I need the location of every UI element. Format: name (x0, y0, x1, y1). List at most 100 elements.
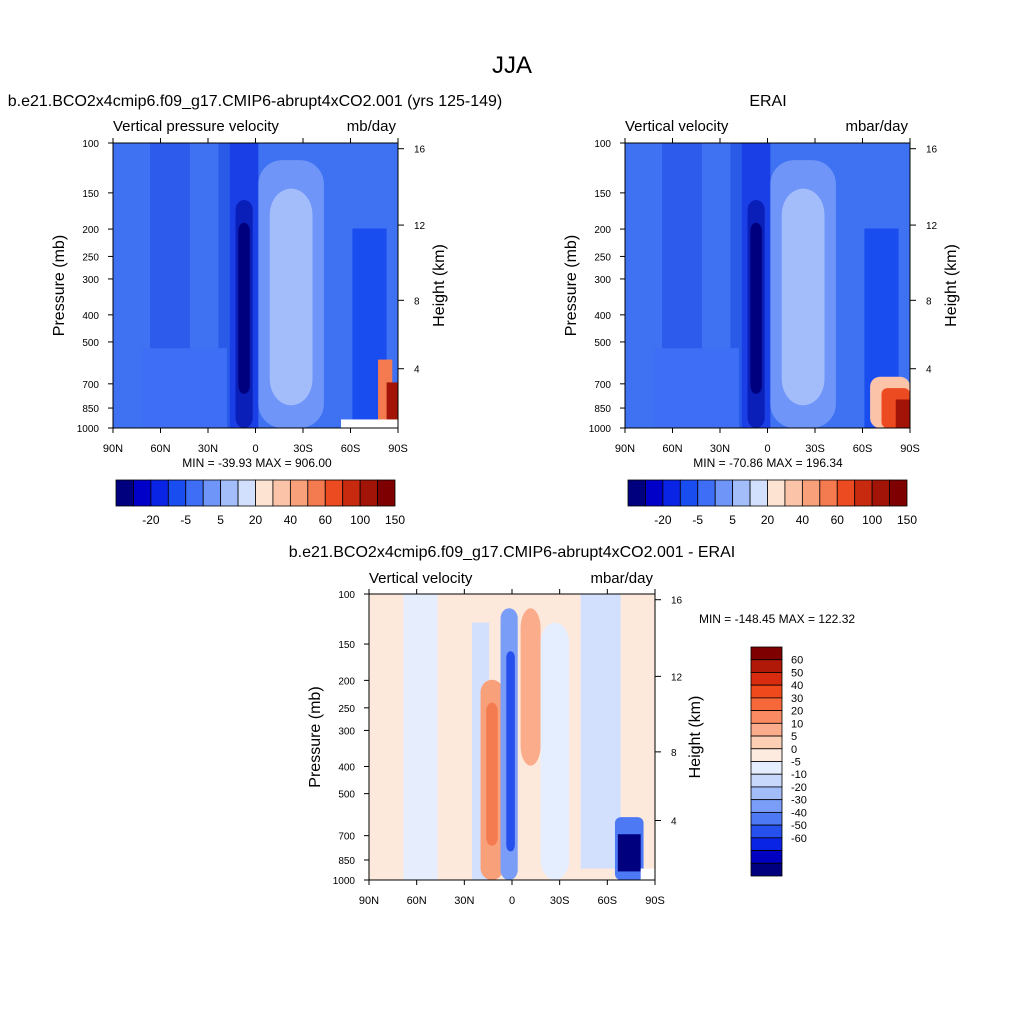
colorbar-swatch (750, 837, 783, 851)
colorbar-label: -50 (791, 820, 807, 832)
y-tick-label: 150 (594, 189, 611, 200)
colorbar-label: 20 (249, 513, 263, 527)
x-tick-label: 90S (900, 443, 920, 455)
y-axis-label: Pressure (mb) (307, 686, 324, 787)
x-tick-label: 90N (359, 895, 379, 907)
y-tick-label: 300 (82, 275, 99, 286)
colorbar-label: 40 (284, 513, 298, 527)
colorbar-label: 20 (791, 706, 803, 718)
panel-variable: Vertical velocity (369, 570, 473, 587)
band-antarctic-max (386, 382, 398, 428)
colorbar-label: -20 (654, 513, 672, 527)
min-max-stats: MIN = -39.93 MAX = 906.00 (182, 456, 332, 470)
colorbar-swatch (750, 773, 783, 788)
y-tick-label: 1000 (77, 424, 100, 435)
colorbar-swatch (150, 479, 169, 507)
band-itcz-inner (750, 222, 762, 394)
x-tick-label: 30N (198, 443, 218, 455)
colorbar-swatch (750, 697, 783, 712)
colorbar-swatch (697, 479, 716, 507)
colorbar-swatch (750, 824, 783, 839)
y-tick-label: 850 (338, 856, 355, 867)
colorbar-label: 5 (791, 731, 797, 743)
band-itcz-inner (238, 222, 250, 394)
colorbar-label: 40 (796, 513, 810, 527)
colorbar-swatch (750, 850, 783, 864)
colorbar-swatch (359, 479, 378, 507)
contour-field (369, 594, 655, 880)
panel-1: 90N 60N 30N 0 30S 60S 90S 100 150 200 250 300 400 500… (8, 93, 502, 527)
colorbar-swatch (185, 479, 204, 507)
colorbar-swatch (324, 479, 344, 507)
colorbar-swatch (714, 479, 734, 507)
contour-field (113, 143, 398, 428)
height-tick-label: 4 (414, 365, 420, 376)
colorbar-label: 100 (862, 513, 882, 527)
band-lower-troposphere (141, 348, 227, 428)
y-tick-label: 100 (338, 590, 355, 601)
colorbar-label: 60 (831, 513, 845, 527)
x-tick-label: 60N (407, 895, 427, 907)
contour-field (625, 143, 910, 428)
colorbar-swatch (836, 479, 856, 507)
colorbar-swatch (750, 761, 783, 775)
panel-title: ERAI (749, 93, 786, 110)
colorbar-label: 5 (729, 513, 736, 527)
x-tick-label: 0 (764, 443, 770, 455)
y-tick-label: 850 (82, 404, 99, 415)
x-tick-label: 90S (388, 443, 408, 455)
colorbar-swatch (750, 710, 783, 724)
y-axis-label-right: Height (km) (943, 244, 960, 327)
band-north-negative (403, 594, 438, 880)
colorbar-swatch (272, 479, 291, 507)
y-tick-label: 500 (82, 338, 99, 349)
y-axis-label: Pressure (mb) (51, 235, 68, 336)
colorbar: -20 -5 5 20 40 60 100 150 (115, 479, 405, 527)
colorbar-label: -40 (791, 807, 807, 819)
y-tick-label: 250 (82, 252, 99, 263)
colorbar-label: 60 (319, 513, 333, 527)
colorbar-swatch (167, 479, 187, 507)
panel-units: mb/day (347, 118, 397, 135)
band-antarctic-max (895, 399, 910, 428)
colorbar-swatch (202, 479, 222, 507)
colorbar-label: -20 (791, 782, 807, 794)
band-southern-positive (520, 608, 541, 766)
colorbar-swatch (871, 479, 890, 507)
colorbar-label: 10 (791, 718, 803, 730)
colorbar-swatch (237, 479, 256, 507)
colorbar-swatch (750, 748, 783, 762)
colorbar-swatch (307, 479, 326, 507)
y-tick-label: 1000 (589, 424, 612, 435)
panel-units: mbar/day (590, 570, 653, 587)
min-max-stats: MIN = -70.86 MAX = 196.34 (693, 456, 843, 470)
height-tick-label: 4 (671, 817, 677, 828)
y-axis-label: Pressure (mb) (563, 235, 580, 336)
panel-title: b.e21.BCO2x4cmip6.f09_g17.CMIP6-abrupt4x… (8, 93, 502, 110)
colorbar-swatch (679, 479, 699, 507)
x-tick-label: 60S (598, 895, 618, 907)
colorbar-label: 50 (791, 667, 803, 679)
band-subsidence-core (269, 188, 313, 406)
y-axis-label-right: Height (km) (431, 244, 448, 327)
x-tick-label: 0 (509, 895, 515, 907)
colorbar-label: -20 (142, 513, 160, 527)
x-tick-label: 30S (293, 443, 313, 455)
colorbar-label: -10 (791, 769, 807, 781)
colorbar-label: 40 (791, 680, 803, 692)
colorbar-swatch (750, 811, 783, 826)
panel-variable: Vertical velocity (625, 118, 729, 135)
colorbar-label: 5 (217, 513, 224, 527)
colorbar-swatch (627, 479, 646, 507)
colorbar-swatch (750, 672, 783, 686)
colorbar-swatch (784, 479, 803, 507)
y-tick-label: 200 (82, 225, 99, 236)
x-tick-label: 30N (454, 895, 474, 907)
x-tick-label: 60N (662, 443, 682, 455)
colorbar-label: 30 (791, 693, 803, 705)
height-tick-label: 12 (414, 221, 426, 232)
y-axis-label-right: Height (km) (687, 696, 704, 779)
y-tick-label: 200 (338, 676, 355, 687)
height-tick-label: 16 (414, 145, 426, 156)
